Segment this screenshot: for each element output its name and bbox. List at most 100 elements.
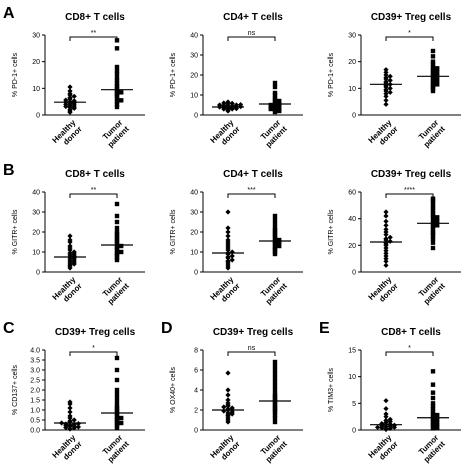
data-point bbox=[272, 80, 278, 86]
data-point bbox=[114, 38, 120, 43]
panel-title: CD8+ T cells bbox=[65, 169, 125, 180]
panel-a1: A CD8+ T cells 0 10 20 30 % PD-1+ cells Healthy… bbox=[3, 5, 145, 150]
data-point bbox=[114, 99, 120, 104]
significance-bracket bbox=[385, 193, 434, 198]
data-point bbox=[272, 95, 278, 101]
data-point bbox=[383, 406, 389, 412]
y-tick-label: 40 bbox=[190, 33, 198, 40]
data-point bbox=[383, 213, 389, 219]
data-point bbox=[114, 102, 120, 107]
data-point bbox=[272, 383, 278, 389]
y-tick-label: 40 bbox=[190, 190, 198, 197]
y-tick-label: 10 bbox=[32, 250, 40, 257]
data-point bbox=[225, 237, 231, 243]
data-point bbox=[430, 245, 436, 251]
x-category-label: Tumorpatient bbox=[415, 118, 447, 150]
data-point bbox=[430, 213, 436, 219]
data-point bbox=[435, 70, 440, 75]
data-point bbox=[114, 229, 120, 235]
data-point bbox=[114, 387, 120, 393]
panel-letter: B bbox=[3, 162, 15, 179]
data-point bbox=[387, 73, 393, 79]
y-tick-label: 20 bbox=[32, 230, 40, 237]
data-point bbox=[383, 222, 389, 228]
data-point bbox=[387, 234, 393, 240]
data-point bbox=[268, 102, 273, 108]
data-point bbox=[119, 249, 124, 255]
x-category-label: Tumorpatient bbox=[415, 275, 447, 307]
data-point bbox=[225, 258, 231, 264]
data-point bbox=[383, 67, 389, 73]
y-tick-label: 20 bbox=[190, 73, 198, 80]
data-point bbox=[114, 377, 120, 383]
data-point bbox=[430, 406, 436, 411]
data-point bbox=[383, 236, 389, 242]
data-point bbox=[430, 71, 436, 76]
significance-label: * bbox=[92, 345, 95, 352]
panel-d: D CD39+ Treg cells 0 2 4 6 8 % OX40+ cells Healt… bbox=[161, 320, 303, 464]
data-point bbox=[272, 415, 278, 421]
y-tick-label: 4 bbox=[194, 388, 198, 395]
y-tick-label: 5 bbox=[352, 401, 356, 408]
significance-label: * bbox=[408, 345, 411, 352]
data-point bbox=[383, 229, 389, 235]
y-axis-label: % PD-1+ cells bbox=[328, 52, 335, 97]
data-point bbox=[430, 369, 436, 374]
panel-letter: A bbox=[3, 5, 15, 22]
x-category-label: Tumorpatient bbox=[415, 433, 447, 465]
data-point bbox=[383, 245, 389, 251]
data-point bbox=[225, 400, 231, 406]
data-point bbox=[435, 421, 440, 426]
data-point bbox=[225, 387, 231, 393]
data-point bbox=[375, 424, 381, 430]
data-point bbox=[71, 249, 77, 255]
data-point bbox=[430, 200, 436, 205]
y-tick-label: 6 bbox=[194, 368, 198, 375]
y-tick-label: 15 bbox=[348, 348, 356, 355]
significance-bracket bbox=[385, 351, 434, 356]
data-point bbox=[225, 209, 231, 215]
data-point bbox=[383, 262, 389, 268]
x-category-label: Tumorpatient bbox=[99, 118, 131, 150]
panel-title: CD39+ Treg cells bbox=[371, 12, 452, 23]
x-category-label: Healthydonor bbox=[209, 118, 243, 152]
data-point bbox=[71, 93, 77, 99]
data-point bbox=[383, 258, 389, 264]
x-category-label: Healthydonor bbox=[367, 433, 401, 467]
data-point bbox=[114, 355, 120, 361]
x-category-label: Healthydonor bbox=[209, 275, 243, 309]
data-point bbox=[430, 409, 436, 414]
y-tick-label: 30 bbox=[190, 210, 198, 217]
data-point bbox=[430, 83, 436, 88]
y-tick-label: 1.5 bbox=[30, 398, 40, 405]
data-point bbox=[119, 415, 124, 421]
data-point bbox=[272, 359, 278, 365]
data-point bbox=[430, 211, 436, 216]
significance-label: * bbox=[408, 30, 411, 37]
data-point bbox=[272, 379, 278, 385]
significance-label: ns bbox=[248, 30, 256, 37]
data-point bbox=[430, 67, 436, 72]
y-axis-label: % CD137+ cells bbox=[12, 365, 19, 415]
data-point bbox=[114, 201, 120, 207]
data-point bbox=[435, 425, 440, 430]
panel-b2: CD4+ T cells 0 10 20 30 40 % GITR+ cells Health… bbox=[170, 169, 303, 309]
data-point bbox=[430, 236, 436, 241]
panel-title: CD4+ T cells bbox=[223, 12, 283, 23]
data-point bbox=[383, 411, 389, 417]
panel-title: CD4+ T cells bbox=[223, 169, 283, 180]
data-point bbox=[114, 83, 120, 88]
data-point bbox=[67, 405, 73, 411]
data-point bbox=[383, 97, 389, 103]
data-point bbox=[67, 91, 73, 97]
significance-label: ** bbox=[91, 30, 97, 37]
data-point bbox=[430, 54, 436, 59]
data-point bbox=[383, 69, 389, 75]
data-point bbox=[430, 422, 436, 427]
data-point bbox=[435, 82, 440, 87]
data-point bbox=[114, 104, 120, 110]
data-point bbox=[67, 399, 73, 405]
significance-label: **** bbox=[404, 187, 415, 194]
data-point bbox=[272, 419, 278, 425]
data-point bbox=[225, 229, 231, 235]
